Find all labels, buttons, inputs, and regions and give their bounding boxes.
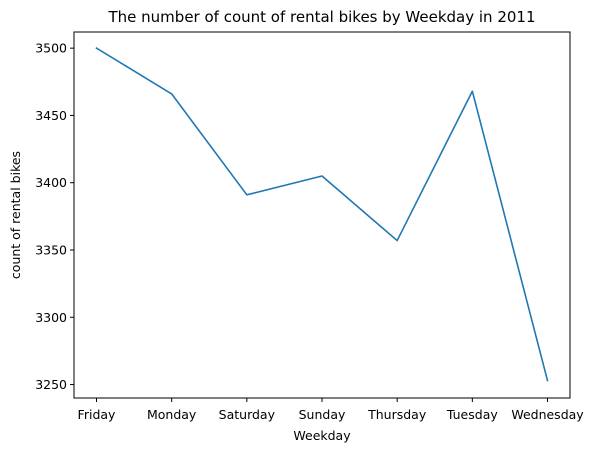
x-tick-label: Thursday (367, 407, 427, 422)
y-tick-label: 3300 (35, 310, 67, 325)
y-axis: 3250 3300 3350 3400 3450 3500 (35, 41, 74, 392)
x-tick-label: Saturday (219, 407, 276, 422)
x-tick-label: Tuesday (446, 407, 498, 422)
y-tick-label: 3250 (35, 377, 67, 392)
plot-area (73, 31, 571, 399)
y-tick-label: 3500 (35, 41, 67, 56)
x-axis: Friday Monday Saturday Sunday Thursday Tuesda… (78, 398, 584, 422)
x-axis-title: Weekday (293, 428, 351, 443)
x-tick-label: Monday (147, 407, 197, 422)
y-tick-label: 3450 (35, 108, 67, 123)
x-tick-label: Wednesday (511, 407, 584, 422)
chart-title: The number of count of rental bikes by W… (108, 8, 536, 26)
y-tick-label: 3400 (35, 175, 67, 190)
x-tick-label: Friday (78, 407, 116, 422)
x-tick-label: Sunday (299, 407, 346, 422)
y-axis-title: count of rental bikes (8, 151, 23, 279)
y-tick-label: 3350 (35, 242, 67, 257)
series-line (95, 47, 549, 382)
